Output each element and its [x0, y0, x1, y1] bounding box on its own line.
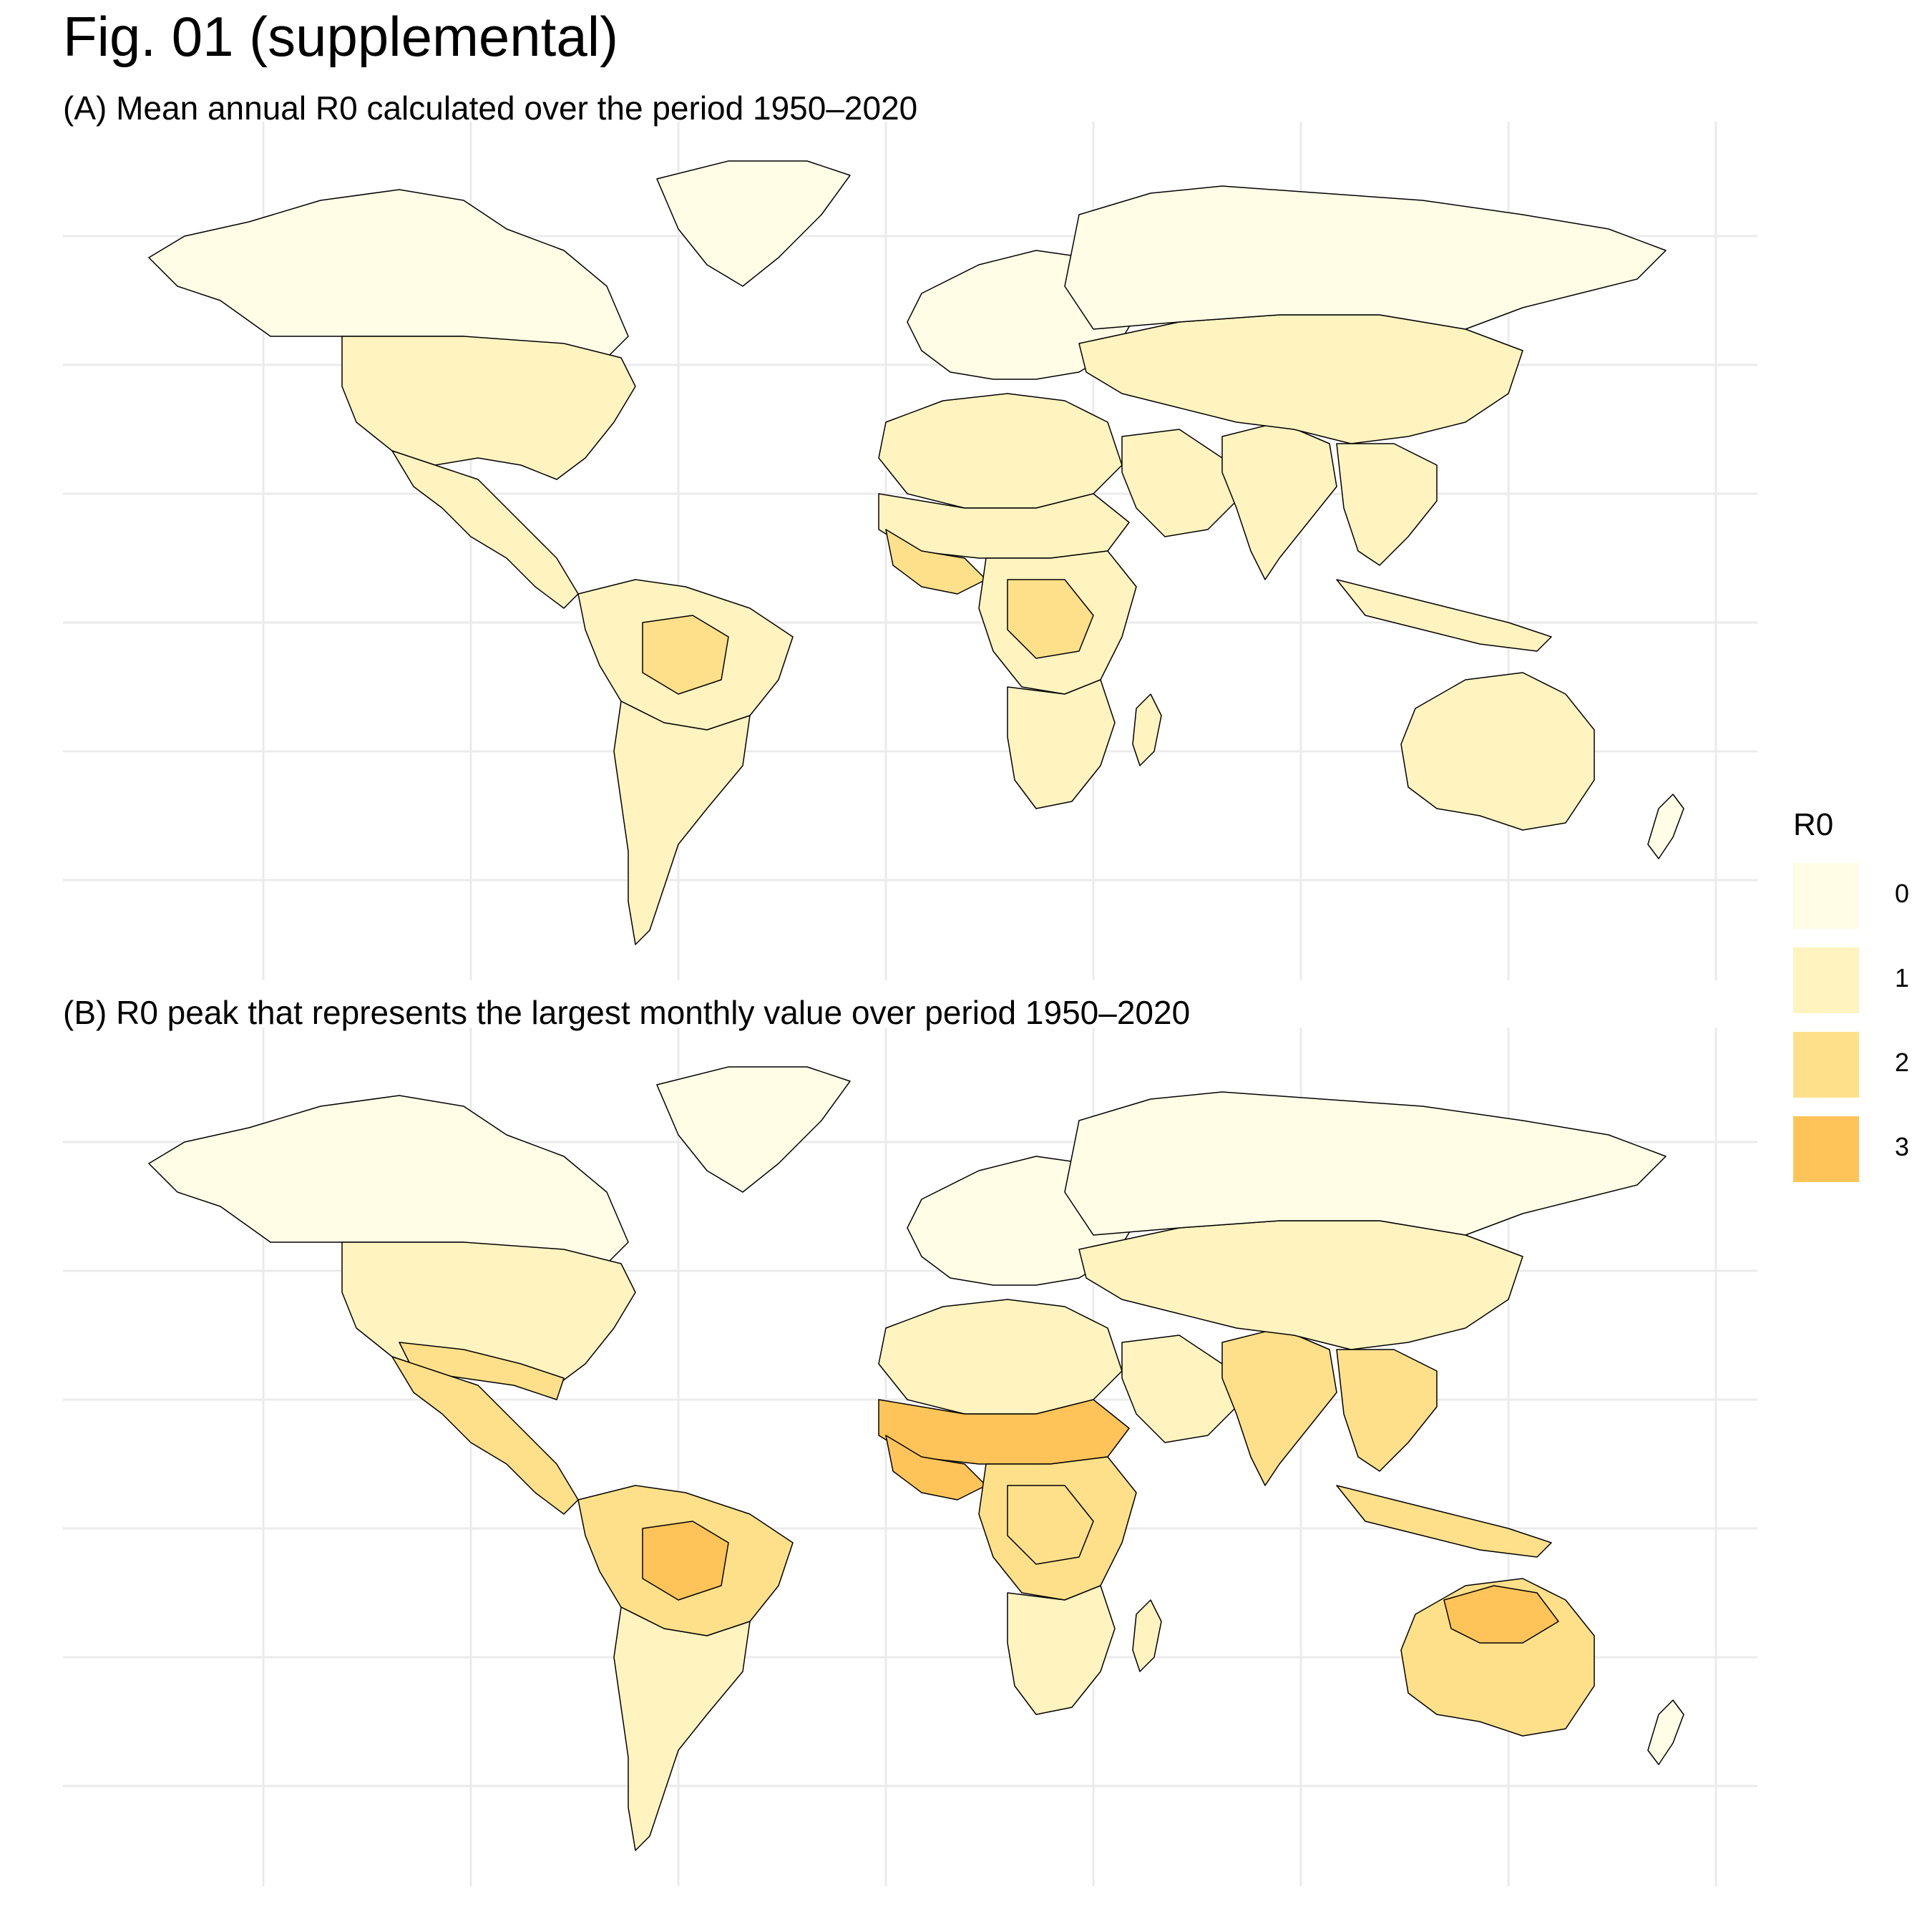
region-australia-north	[1443, 1585, 1559, 1644]
region-mexico-central-america	[391, 450, 579, 609]
region-southern-africa	[1007, 1585, 1116, 1715]
legend-item-1: 1	[1793, 947, 1929, 1032]
region-central-africa-core	[1007, 1485, 1094, 1565]
region-mexico-central-america	[391, 1356, 579, 1515]
panel-a-map	[63, 122, 1757, 980]
region-arabia	[1121, 1335, 1237, 1443]
legend-title: R0	[1793, 807, 1834, 842]
region-west-africa-coast	[885, 1435, 987, 1501]
figure-title: Fig. 01 (supplemental)	[63, 5, 619, 68]
panel-a-title: (A) Mean annual R0 calculated over the p…	[63, 89, 918, 127]
region-madagascar	[1132, 693, 1162, 766]
region-madagascar	[1132, 1599, 1162, 1672]
region-new-zealand	[1647, 1699, 1684, 1765]
panel-b-map	[63, 1028, 1757, 1886]
region-australia	[1400, 672, 1595, 831]
region-north-america-north	[148, 189, 629, 358]
region-west-africa-coast	[885, 529, 987, 595]
region-greenland	[656, 1066, 851, 1193]
region-north-africa	[878, 1299, 1123, 1415]
region-central-africa-core	[1007, 579, 1094, 659]
region-indonesia	[1336, 1485, 1552, 1558]
legend-label-3: 3	[1895, 1132, 1910, 1161]
region-amazon-core	[642, 615, 729, 695]
region-south-america-south	[613, 1606, 751, 1851]
region-southern-africa	[1007, 679, 1116, 809]
legend-item-0: 0	[1793, 863, 1929, 947]
legend-swatch-3	[1793, 1116, 1859, 1182]
region-amazon-core	[642, 1521, 729, 1601]
region-china-central-asia	[1078, 314, 1523, 444]
graticule	[63, 1028, 1757, 1886]
region-indonesia	[1336, 579, 1552, 652]
legend-label-1: 1	[1895, 963, 1910, 992]
region-south-america-south	[613, 701, 751, 945]
panel-b-title: (B) R0 peak that represents the largest …	[63, 994, 1191, 1031]
region-arabia	[1121, 429, 1237, 537]
legend-swatch-2	[1793, 1032, 1859, 1098]
region-north-america-north	[148, 1095, 629, 1264]
legend-swatch-1	[1793, 947, 1859, 1013]
region-north-africa	[878, 393, 1123, 509]
region-southeast-asia	[1336, 443, 1438, 566]
region-southeast-asia	[1336, 1349, 1438, 1472]
legend-item-2: 2	[1793, 1032, 1929, 1116]
region-india	[1221, 1327, 1337, 1486]
legend-item-3: 3	[1793, 1116, 1929, 1201]
region-new-zealand	[1647, 794, 1684, 859]
region-china-central-asia	[1078, 1220, 1523, 1350]
legend-swatch-0	[1793, 863, 1859, 929]
legend-label-2: 2	[1895, 1048, 1910, 1077]
region-usa	[341, 336, 636, 480]
region-greenland	[656, 160, 851, 287]
legend: R0 0 1 2 3	[1793, 807, 1929, 1201]
region-russia-siberia	[1064, 185, 1667, 330]
legend-label-0: 0	[1895, 879, 1910, 908]
region-india	[1221, 421, 1337, 580]
region-russia-siberia	[1064, 1091, 1667, 1236]
